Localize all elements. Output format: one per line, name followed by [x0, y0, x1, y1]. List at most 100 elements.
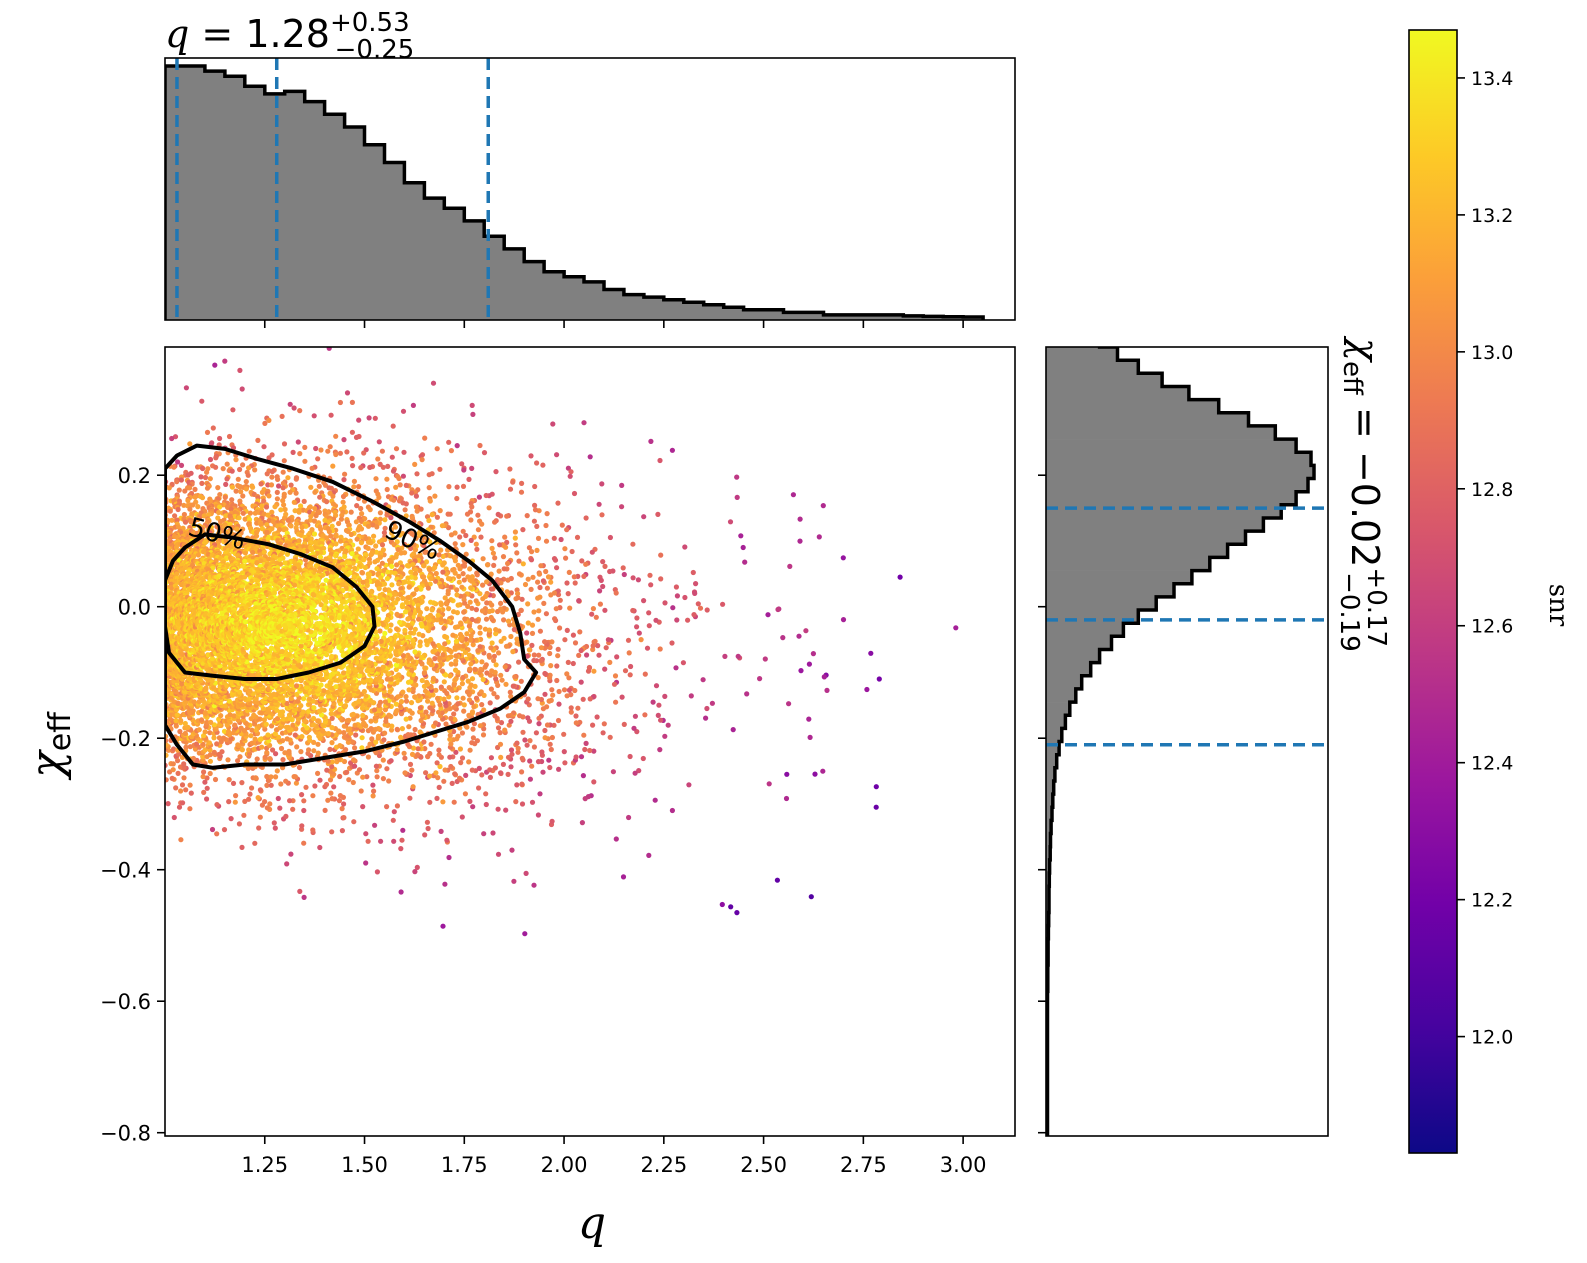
- scatter-point: [473, 598, 479, 604]
- scatter-point: [784, 771, 790, 777]
- scatter-point: [229, 468, 235, 474]
- scatter-point: [178, 477, 184, 483]
- scatter-point: [438, 684, 444, 690]
- scatter-point: [362, 564, 368, 571]
- scatter-point: [394, 803, 400, 809]
- scatter-point: [454, 484, 460, 490]
- scatter-point: [502, 727, 508, 733]
- scatter-point: [469, 676, 476, 682]
- scatter-point: [316, 483, 322, 489]
- scatter-point: [518, 489, 525, 495]
- scatter-point: [807, 734, 813, 741]
- scatter-point: [171, 746, 177, 752]
- scatter-point: [572, 580, 578, 586]
- scatter-point: [597, 588, 603, 594]
- scatter-point: [454, 495, 460, 502]
- scatter-point: [165, 742, 169, 748]
- scatter-point: [346, 777, 352, 783]
- scatter-point: [646, 610, 652, 616]
- scatter-point: [214, 741, 220, 747]
- scatter-point: [505, 754, 512, 760]
- scatter-point: [400, 827, 406, 833]
- scatter-point: [439, 523, 445, 529]
- scatter-point: [658, 576, 664, 582]
- scatter-point: [459, 814, 465, 820]
- scatter-point: [337, 743, 343, 749]
- scatter-point: [582, 796, 588, 802]
- scatter-point: [429, 552, 435, 558]
- scatter-point: [658, 552, 664, 558]
- scatter-point: [224, 461, 230, 467]
- scatter-point: [413, 535, 419, 541]
- scatter-point: [518, 607, 524, 614]
- scatter-point: [621, 721, 627, 728]
- scatter-point: [354, 503, 360, 509]
- scatter-point: [479, 702, 485, 708]
- scatter-point: [467, 798, 473, 805]
- scatter-point: [406, 687, 412, 693]
- scatter-point: [564, 627, 570, 634]
- scatter-point: [531, 882, 537, 888]
- scatter-point: [554, 452, 560, 458]
- scatter-point: [397, 482, 403, 488]
- scatter-point: [600, 559, 606, 565]
- scatter-point: [518, 678, 524, 684]
- scatter-point: [536, 715, 542, 721]
- scatter-point: [556, 701, 562, 707]
- scatter-point: [405, 732, 411, 738]
- scatter-point: [562, 637, 568, 643]
- scatter-point: [513, 596, 519, 602]
- scatter-point: [638, 637, 644, 643]
- scatter-point: [175, 506, 181, 513]
- scatter-point: [322, 482, 329, 488]
- scatter-point: [253, 775, 259, 781]
- scatter-point: [249, 785, 255, 791]
- scatter-point: [502, 534, 508, 540]
- scatter-point: [285, 475, 291, 481]
- scatter-point: [447, 754, 453, 760]
- scatter-point: [337, 399, 343, 406]
- scatter-point: [599, 512, 605, 518]
- scatter-point: [409, 751, 416, 758]
- scatter-point: [529, 549, 535, 555]
- scatter-point: [454, 587, 460, 593]
- q-marginal-histogram: [164, 57, 1016, 328]
- scatter-point: [417, 705, 423, 711]
- scatter-point: [214, 802, 220, 808]
- scatter-point: [427, 705, 433, 711]
- scatter-point: [351, 819, 357, 825]
- scatter-point: [227, 712, 233, 718]
- scatter-point: [367, 741, 373, 747]
- scatter-point: [448, 661, 454, 667]
- scatter-point: [473, 618, 479, 624]
- scatter-point: [252, 510, 258, 516]
- scatter-point: [590, 722, 596, 728]
- scatter-point: [170, 767, 176, 773]
- scatter-point: [740, 544, 746, 551]
- scatter-point: [288, 523, 294, 529]
- scatter-point: [511, 878, 517, 884]
- scatter-point: [549, 734, 556, 741]
- scatter-point: [312, 783, 318, 789]
- scatter-point: [571, 490, 578, 497]
- scatter-point: [236, 484, 243, 490]
- scatter-point: [493, 631, 499, 637]
- scatter-point: [488, 686, 494, 692]
- scatter-point: [665, 722, 671, 728]
- scatter-point: [213, 455, 219, 461]
- scatter-point: [534, 460, 540, 466]
- scatter-point: [780, 635, 786, 641]
- scatter-point: [475, 648, 481, 654]
- scatter-point: [575, 705, 581, 711]
- scatter-point: [281, 441, 288, 447]
- scatter-point: [582, 746, 588, 753]
- scatter-point: [483, 791, 489, 797]
- scatter-point: [446, 854, 452, 861]
- scatter-point: [309, 465, 315, 471]
- scatter-point: [292, 508, 298, 514]
- scatter-point: [277, 805, 283, 811]
- scatter-point: [236, 515, 242, 521]
- scatter-point: [245, 472, 251, 478]
- scatter-point: [445, 591, 451, 597]
- scatter-point: [557, 597, 563, 603]
